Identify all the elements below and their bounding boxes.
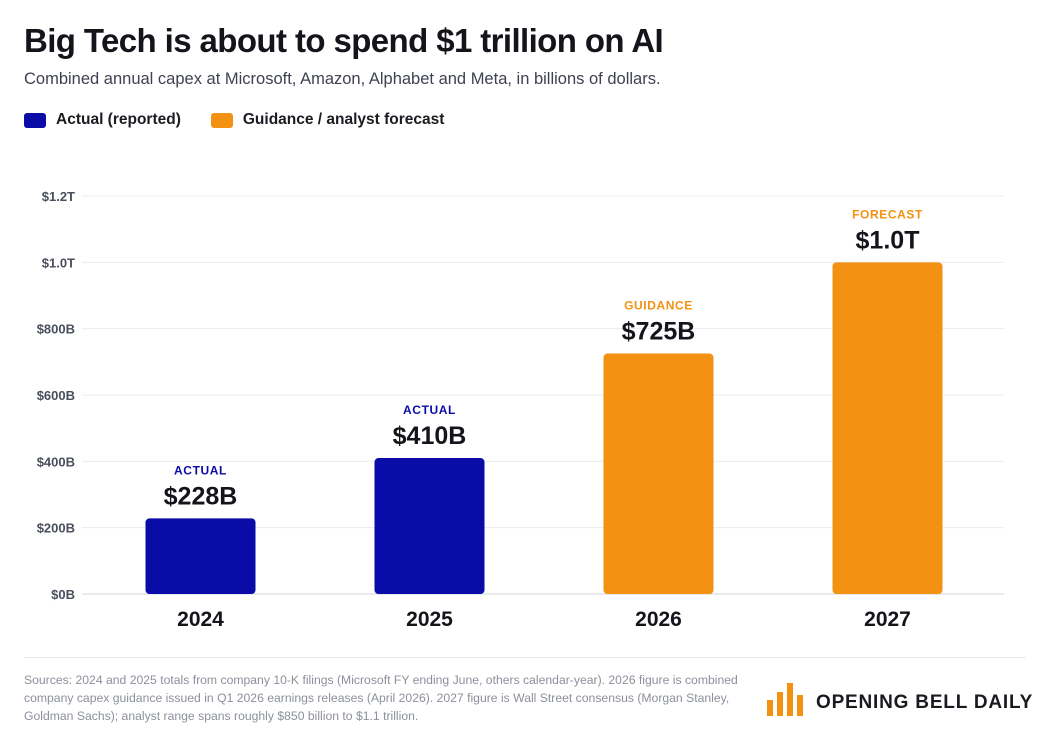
x-tick-label: 2027: [864, 608, 911, 631]
bar-chart: $0B $200B $400B $600B $800B $1.0T $1.2T $228B AC…: [37, 189, 1004, 631]
data-label: $725B: [622, 318, 696, 346]
y-tick-label: $1.0T: [42, 255, 75, 270]
footer-divider: [24, 657, 1026, 658]
legend-item-forecast: Guidance / analyst forecast: [210, 111, 445, 129]
bar: [145, 518, 256, 594]
status-label: ACTUAL: [403, 403, 456, 417]
chart-subtitle: Combined annual capex at Microsoft, Amaz…: [24, 70, 661, 88]
brand: OPENING BELL DAILY: [766, 682, 1033, 716]
status-label: ACTUAL: [174, 463, 227, 477]
bar: [374, 458, 485, 594]
bar-chart-icon: [767, 683, 803, 716]
bar: [603, 353, 714, 594]
brand-name: OPENING BELL DAILY: [816, 692, 1034, 713]
x-tick-label: 2024: [177, 608, 224, 631]
y-tick-label: $0B: [51, 587, 75, 602]
bar: [832, 262, 943, 594]
y-tick-label: $400B: [37, 454, 75, 469]
chart-title: Big Tech is about to spend $1 trillion o…: [24, 22, 664, 59]
sources-note: Sources: 2024 and 2025 totals from compa…: [24, 673, 738, 723]
y-tick-label: $1.2T: [42, 189, 75, 204]
legend-swatch-forecast: [210, 112, 233, 128]
y-tick-label: $600B: [37, 388, 75, 403]
x-tick-label: 2025: [406, 608, 453, 631]
legend: Actual (reported) Guidance / analyst for…: [24, 111, 474, 129]
data-label: $228B: [164, 482, 238, 510]
status-label: FORECAST: [852, 207, 923, 221]
x-tick-label: 2026: [635, 608, 682, 631]
data-label: $410B: [393, 422, 467, 450]
y-tick-label: $200B: [37, 521, 75, 536]
legend-label-actual: Actual (reported): [56, 111, 181, 128]
legend-swatch-actual: [24, 112, 46, 128]
legend-label-forecast: Guidance / analyst forecast: [242, 111, 445, 128]
data-label: $1.0T: [856, 226, 920, 254]
y-tick-label: $800B: [37, 322, 75, 337]
legend-item-actual: Actual (reported): [24, 111, 181, 129]
status-label: GUIDANCE: [624, 299, 693, 313]
